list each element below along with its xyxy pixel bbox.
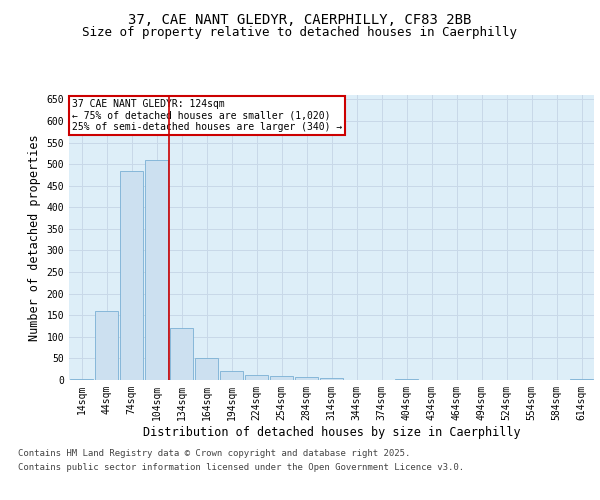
Bar — [170, 328, 193, 380]
Bar — [395, 378, 418, 380]
Bar — [194, 358, 218, 380]
Bar — [70, 378, 94, 380]
Bar — [295, 377, 319, 380]
Bar — [119, 170, 143, 380]
Bar — [269, 376, 293, 380]
Y-axis label: Number of detached properties: Number of detached properties — [28, 134, 41, 341]
Text: 37, CAE NANT GLEDYR, CAERPHILLY, CF83 2BB: 37, CAE NANT GLEDYR, CAERPHILLY, CF83 2B… — [128, 12, 472, 26]
Bar — [95, 311, 118, 380]
Bar — [569, 379, 593, 380]
Text: Contains HM Land Registry data © Crown copyright and database right 2025.: Contains HM Land Registry data © Crown c… — [18, 448, 410, 458]
Bar — [145, 160, 169, 380]
Text: 37 CAE NANT GLEDYR: 124sqm
← 75% of detached houses are smaller (1,020)
25% of s: 37 CAE NANT GLEDYR: 124sqm ← 75% of deta… — [71, 100, 342, 132]
Text: Size of property relative to detached houses in Caerphilly: Size of property relative to detached ho… — [83, 26, 517, 39]
Bar — [220, 372, 244, 380]
Bar — [245, 375, 268, 380]
Bar — [320, 378, 343, 380]
Text: Contains public sector information licensed under the Open Government Licence v3: Contains public sector information licen… — [18, 464, 464, 472]
X-axis label: Distribution of detached houses by size in Caerphilly: Distribution of detached houses by size … — [143, 426, 520, 438]
